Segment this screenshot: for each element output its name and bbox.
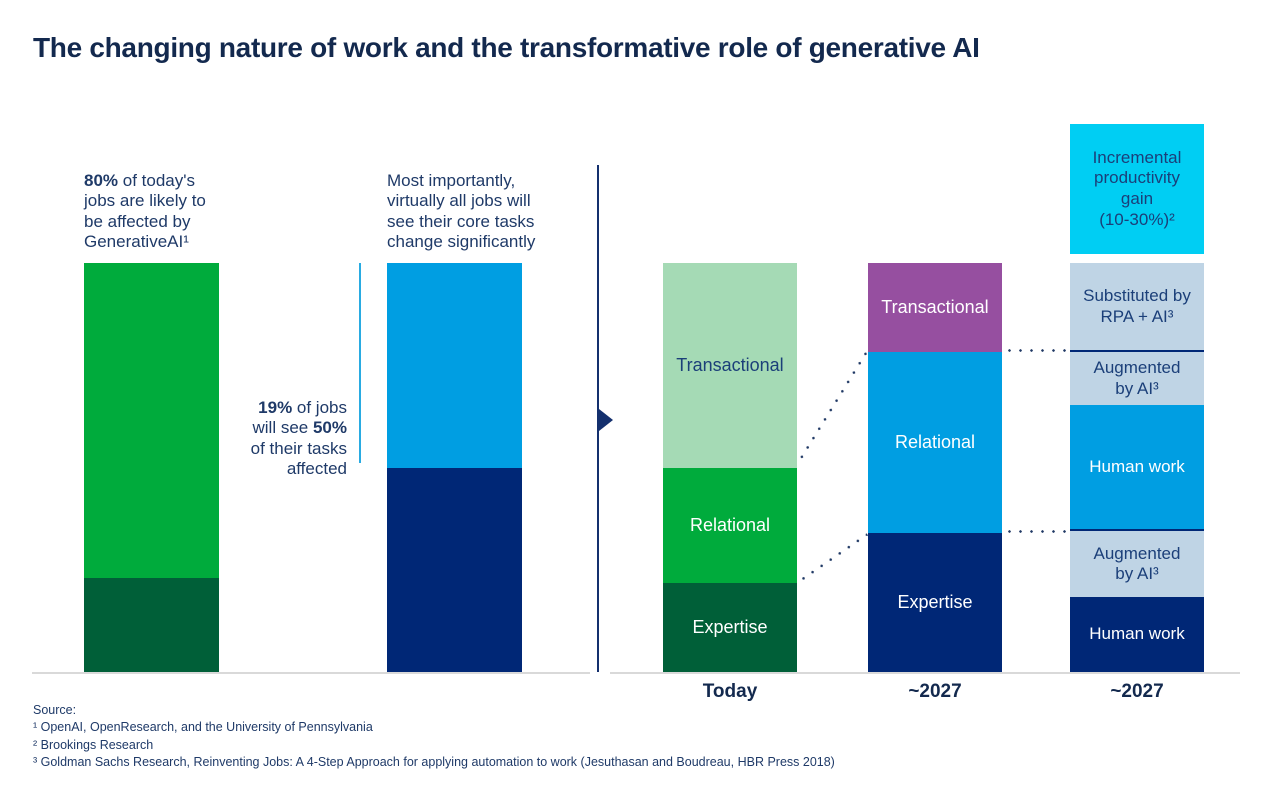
bar-segment-label: Human work — [1089, 624, 1185, 644]
bar-segment-label: Transactional — [881, 296, 989, 317]
connector-substituted — [1004, 349, 1068, 352]
bar-segment-label: Relational — [689, 514, 771, 535]
source-block: Source: ¹ OpenAI, OpenResearch, and the … — [33, 702, 835, 771]
bar-segment-label: Expertise — [897, 591, 973, 612]
annotation-tasks-affected: 19% of jobs will see 50% of their tasks … — [197, 398, 347, 480]
axis-label-2027-shift: ~2027 — [908, 681, 962, 702]
bar-segment-relational: Relational — [868, 352, 1002, 533]
connector-transactional — [797, 350, 869, 463]
bar-segment-bright-blue — [387, 263, 522, 468]
bar-segment-label: Expertise — [692, 616, 768, 637]
bar-segment-dark-green — [84, 578, 219, 672]
bar-segment-substituted-by-rpa-ai: Substituted by RPA + AI³ — [1070, 263, 1204, 352]
annotation-tasks-affected-mid: of jobs will see — [252, 398, 348, 438]
source-label: Source: — [33, 703, 77, 717]
bar-2027-automation: Substituted by RPA + AI³ Augmented by AI³… — [1070, 263, 1204, 672]
axis-label-today: Today — [702, 681, 758, 702]
bar-segment-green — [84, 263, 219, 578]
bar-segment-navy — [387, 468, 522, 672]
axis-label-2027-automation: ~2027 — [1110, 681, 1164, 702]
bar-segment-human-work: Human work — [1070, 405, 1204, 531]
annotation-jobs-affected-rest: of today's jobs are likely to be affecte… — [84, 171, 206, 252]
bar-segment-label: Relational — [894, 431, 976, 452]
bar-jobs-affected — [84, 263, 219, 672]
annotation-tasks-affected-bold2: 50% — [312, 418, 347, 438]
connector-augmented — [1004, 530, 1068, 533]
bar-segment-transactional: Transactional — [868, 263, 1002, 352]
bar-today: Transactional Relational Expertise — [663, 263, 797, 672]
bar-segment-expertise: Expertise — [663, 583, 797, 672]
page-title: The changing nature of work and the tran… — [33, 32, 980, 63]
source-line-2: ² Brookings Research — [33, 737, 154, 752]
source-line-1: ¹ OpenAI, OpenResearch, and the Universi… — [33, 720, 373, 735]
baseline-right — [610, 672, 1240, 674]
arrow-right-icon — [599, 409, 613, 431]
bar-segment-augmented-by-ai: Augmented by AI³ — [1070, 531, 1204, 597]
bar-segment-transactional: Transactional — [663, 263, 797, 468]
connector-expertise — [798, 533, 869, 583]
bar-core-tasks — [387, 263, 522, 672]
bar-2027-shift: Transactional Relational Expertise — [868, 263, 1002, 672]
bar-segment-label: Human work — [1089, 456, 1185, 476]
bar-segment-relational: Relational — [663, 468, 797, 583]
baseline-left — [32, 672, 590, 674]
teal-accent-line — [359, 263, 361, 463]
bar-segment-label: Augmented by AI³ — [1093, 543, 1181, 583]
annotation-jobs-affected-bold: 80% — [84, 171, 119, 190]
source-line-3: ³ Goldman Sachs Research, Reinventing Jo… — [33, 754, 835, 769]
bar-segment-label: Augmented by AI³ — [1093, 358, 1181, 398]
bar-segment-label: Transactional — [676, 354, 784, 375]
annotation-tasks-affected-bold1: 19% — [258, 398, 293, 417]
incremental-productivity-box: Incremental productivity gain (10-30%)² — [1070, 124, 1204, 254]
bar-segment-augmented-by-ai: Augmented by AI³ — [1070, 352, 1204, 405]
annotation-core-tasks: Most importantly, virtually all jobs wil… — [387, 171, 536, 252]
annotation-tasks-affected-tail: of their tasks affected — [250, 438, 347, 479]
bar-segment-human-work: Human work — [1070, 597, 1204, 672]
bar-segment-expertise: Expertise — [868, 533, 1002, 672]
annotation-jobs-affected: 80% of today's jobs are likely to be aff… — [84, 171, 259, 253]
bar-segment-label: Substituted by RPA + AI³ — [1083, 286, 1191, 326]
section-divider-line — [597, 165, 599, 672]
